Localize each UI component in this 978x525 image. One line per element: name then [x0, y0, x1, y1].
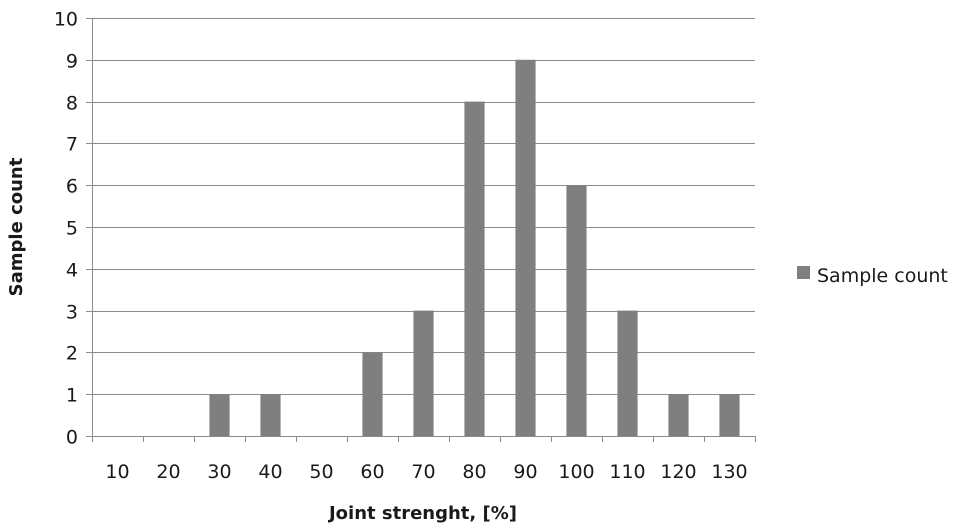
legend-label: Sample count	[817, 265, 948, 287]
bar-60	[362, 352, 383, 436]
bar-70	[413, 310, 434, 436]
y-tick-label: 7	[66, 134, 78, 156]
bar-80	[464, 101, 485, 436]
y-tick-label: 8	[66, 93, 78, 115]
x-tick-label: 40	[258, 461, 282, 483]
bar-110	[617, 310, 638, 436]
x-tick-label: 110	[609, 461, 645, 483]
y-tick-label: 10	[54, 9, 78, 31]
bar-30	[209, 394, 230, 436]
legend-swatch	[797, 266, 810, 279]
bar-120	[668, 394, 689, 436]
bar-100	[566, 185, 587, 436]
x-tick-label: 130	[711, 461, 747, 483]
y-tick-label: 4	[66, 260, 78, 282]
y-tick-label: 2	[66, 343, 78, 365]
x-tick-label: 120	[660, 461, 696, 483]
x-tick-label: 80	[462, 461, 486, 483]
y-tick-label: 0	[66, 427, 78, 449]
x-tick-label: 30	[207, 461, 231, 483]
x-tick-label: 60	[360, 461, 384, 483]
x-tick-label: 20	[156, 461, 180, 483]
bar-40	[260, 394, 281, 436]
x-tick-label: 90	[513, 461, 537, 483]
gridlines	[92, 18, 755, 395]
bar-90	[515, 59, 536, 437]
x-tick-label: 10	[105, 461, 129, 483]
legend: Sample count	[797, 265, 948, 287]
y-tick-label: 1	[66, 385, 78, 407]
y-tick-label: 6	[66, 176, 78, 198]
y-tick-label: 3	[66, 302, 78, 324]
bars	[209, 59, 740, 437]
axes	[86, 18, 756, 442]
x-tick-labels: 10 20 30 40 50 60 70 80 90 100 110 120 130	[105, 461, 747, 483]
bar-130	[719, 394, 740, 436]
y-tick-label: 5	[66, 218, 78, 240]
y-tick-label: 9	[66, 51, 78, 73]
y-axis-title: Sample count	[6, 157, 27, 296]
x-axis-title: Joint strenght, [%]	[327, 503, 517, 524]
y-tick-labels: 0 1 2 3 4 5 6 7 8 9 10	[54, 9, 78, 449]
x-tick-label: 100	[558, 461, 594, 483]
x-tick-label: 50	[309, 461, 333, 483]
x-tick-label: 70	[411, 461, 435, 483]
